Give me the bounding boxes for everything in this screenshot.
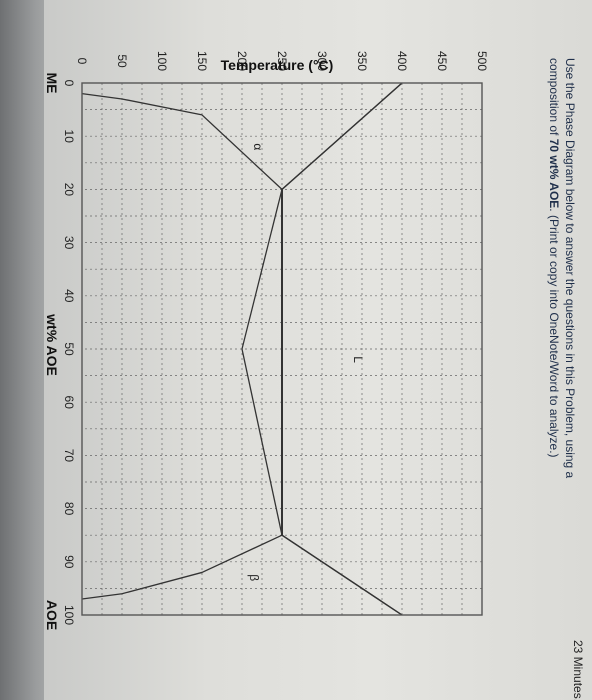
solidus-left-curve <box>281 82 403 190</box>
y-tick-labels: 0 50 100 150 200 250 300 350 400 450 500 <box>75 51 489 71</box>
x-end-label-left: ME <box>44 73 60 94</box>
x-axis-label: wt% AOE <box>44 313 60 376</box>
y-tick-label: 250 <box>275 51 289 71</box>
phase-label: L <box>351 356 365 363</box>
paper-sheet <box>44 0 592 700</box>
x-tick-label: 70 <box>62 449 76 463</box>
y-tick-label: 400 <box>395 51 409 71</box>
x-end-label-right: AOE <box>44 600 60 630</box>
timer-text: 23 Minutes, 5 <box>571 640 585 700</box>
x-tick-label: 10 <box>62 130 76 144</box>
x-tick-label: 50 <box>62 342 76 356</box>
y-tick-label: 450 <box>435 51 449 71</box>
liquidus-center-right-curve <box>241 348 283 536</box>
x-tick-label: 90 <box>62 555 76 569</box>
solvus-right-curve <box>81 534 283 600</box>
x-tick-label: 20 <box>62 183 76 197</box>
y-tick-label: 100 <box>155 51 169 71</box>
x-tick-label: 0 <box>62 80 76 87</box>
instruction-line-2: composition of 70 wt% AOE. (Print or cop… <box>547 58 561 458</box>
x-tick-label: 100 <box>62 605 76 625</box>
y-tick-label: 200 <box>235 51 249 71</box>
x-tick-label: 80 <box>62 502 76 516</box>
y-tick-label: 500 <box>475 51 489 71</box>
instruction-line-1: Use the Phase Diagram below to answer th… <box>563 58 577 479</box>
x-tick-labels: 0 10 20 30 40 50 60 70 80 90 100 <box>62 80 76 626</box>
y-axis-label: Temperature (°C) <box>221 57 334 73</box>
phase-label: α <box>251 143 265 150</box>
liquidus-center-left-curve <box>241 189 283 350</box>
y-tick-label: 150 <box>195 51 209 71</box>
phase-labels: Lα β <box>247 143 365 581</box>
solvus-left-curve <box>81 92 283 190</box>
instruction-post: . (Print or copy into OneNote/Word to an… <box>547 208 561 457</box>
instruction-pre: composition of <box>547 58 561 139</box>
y-tick-label: 50 <box>115 54 129 68</box>
instruction-bold: 70 wt% AOE <box>547 139 561 209</box>
y-tick-label: 350 <box>355 51 369 71</box>
x-tick-label: 60 <box>62 396 76 410</box>
plot-frame <box>81 82 483 616</box>
y-tick-label: 0 <box>75 58 89 65</box>
x-tick-label: 30 <box>62 236 76 250</box>
phase-label: β <box>247 574 261 581</box>
x-tick-label: 40 <box>62 289 76 303</box>
solidus-right-curve <box>281 534 403 616</box>
phase-boundaries <box>81 82 403 616</box>
y-tick-label: 300 <box>315 51 329 71</box>
